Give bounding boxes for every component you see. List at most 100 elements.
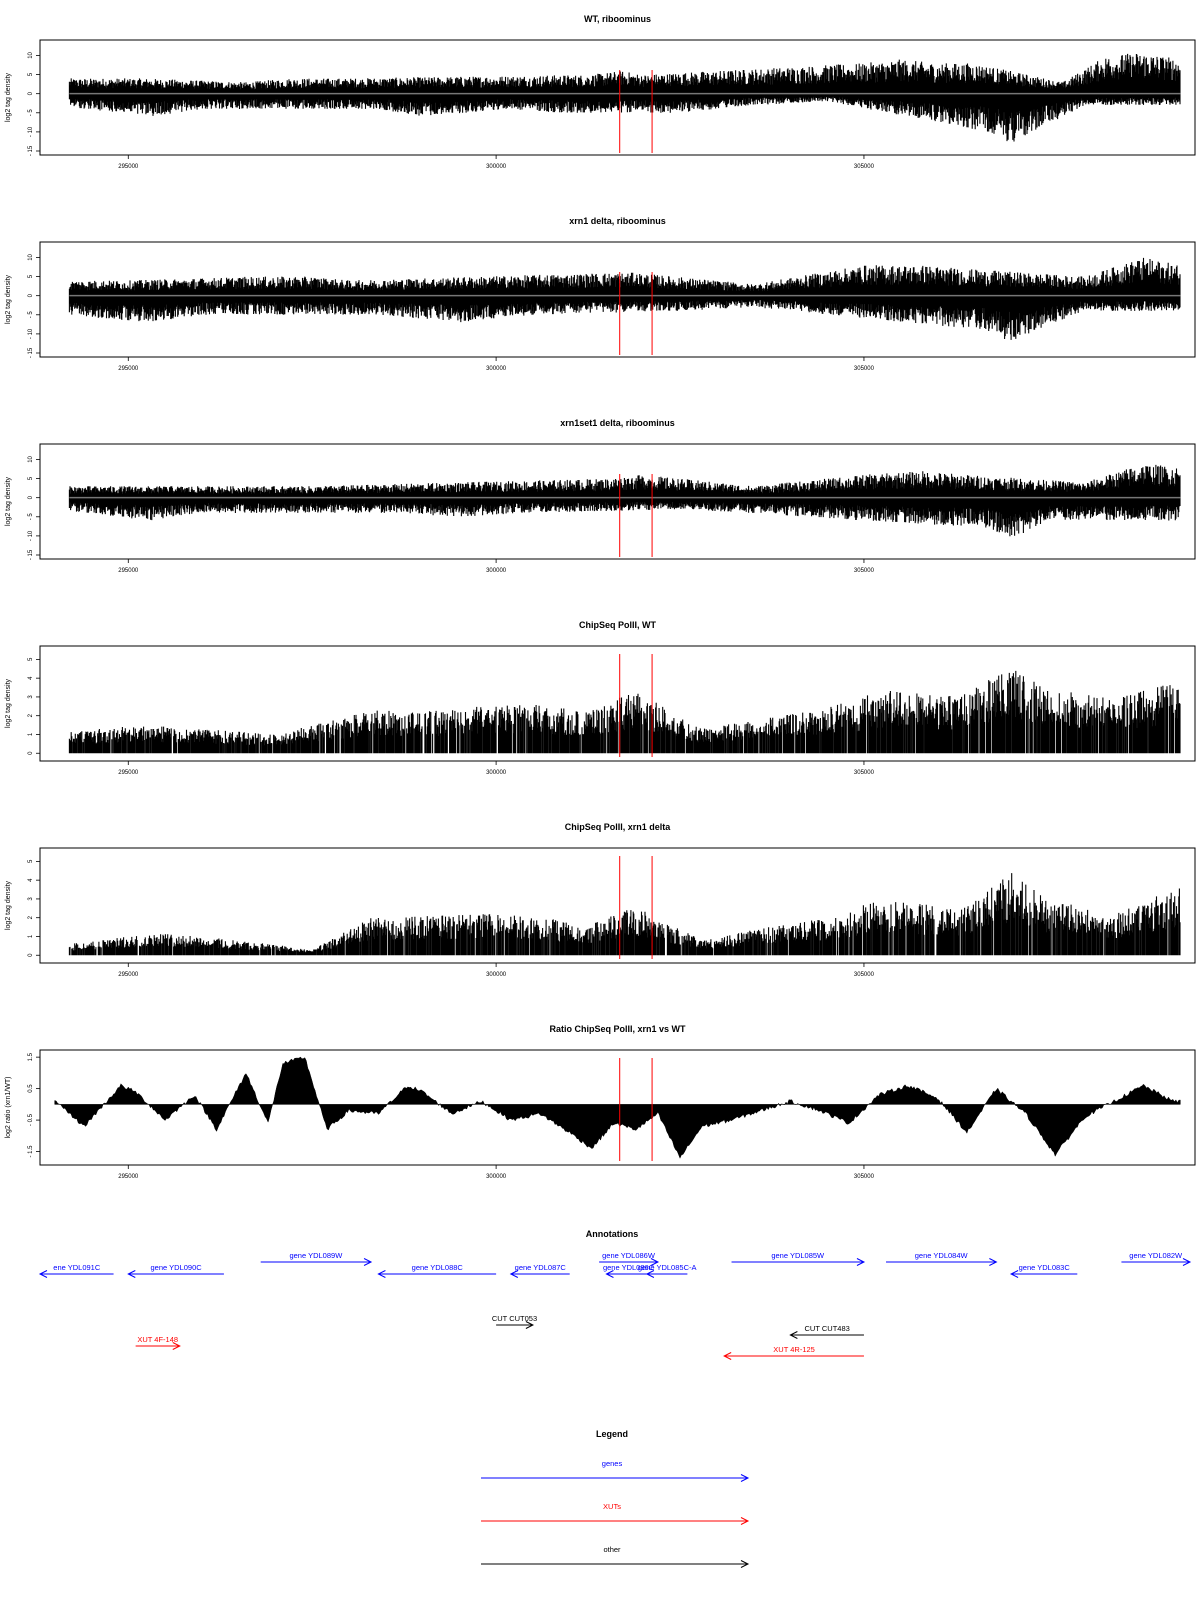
plot-frame <box>39 39 1196 156</box>
y-axis-label: log2 tag density <box>5 476 12 526</box>
feature-label: CUT CUT053 <box>492 1314 537 1323</box>
y-tick-label: - 5 <box>28 109 34 117</box>
data-marks <box>68 654 1181 757</box>
y-tick-label: 1 <box>28 934 34 938</box>
panel-title: WT, riboominus <box>584 14 651 24</box>
track-panel: ChipSeq PolII, WT log2 tag density 5 4 3 2 1 0 2… <box>5 620 1196 776</box>
feature-label: gene YDL088C <box>412 1263 464 1272</box>
y-tick-label: 5 <box>28 274 34 278</box>
annotation-feature: CUT CUT053 <box>492 1314 537 1329</box>
feature-label: gene YDL086C <box>603 1263 655 1272</box>
x-tick-label: 300000 <box>486 366 507 372</box>
y-tick-label: 1 <box>28 732 34 736</box>
arrow-head <box>1182 1258 1192 1266</box>
y-axis-label: log2 ratio (xrn1/WT) <box>5 1077 12 1139</box>
y-tick-label: 10 <box>28 253 34 260</box>
x-tick-label: 300000 <box>486 568 507 574</box>
y-axis-label: log2 tag density <box>5 880 12 930</box>
panel-title: Ratio ChipSeq PolII, xrn1 vs WT <box>549 1024 686 1034</box>
panel-title: xrn1 delta, riboominus <box>569 216 666 226</box>
panel-title: ChipSeq PolII, xrn1 delta <box>565 822 672 832</box>
y-tick-label: - 0.5 <box>28 1113 34 1126</box>
arrow-head <box>856 1258 866 1266</box>
annotation-feature: CUT CUT483 <box>789 1324 864 1339</box>
density-bars <box>68 464 1181 498</box>
arrow-head <box>789 1331 798 1339</box>
density-bars <box>68 93 1181 142</box>
y-tick-label: 0.5 <box>28 1084 34 1093</box>
arrow-head <box>605 1270 614 1278</box>
y-tick-label: 3 <box>28 695 34 699</box>
track-panel: ChipSeq PolII, xrn1 delta log2 tag densit… <box>5 822 1196 978</box>
plot-frame <box>39 443 1196 560</box>
x-tick-label: 305000 <box>854 568 875 574</box>
arrow-head <box>363 1258 373 1266</box>
track-panel: WT, riboominus log2 tag density 10 5 0 - 5 - 1… <box>5 14 1196 170</box>
x-tick-label: 295000 <box>118 1174 139 1180</box>
arrow-head <box>740 1517 750 1525</box>
annotation-feature: gene YDL087C <box>509 1263 570 1278</box>
x-tick-label: 305000 <box>854 1174 875 1180</box>
annotation-feature: gene YDL086W <box>599 1251 660 1266</box>
feature-label: gene YDL083C <box>1019 1263 1071 1272</box>
plot-frame <box>39 1049 1196 1166</box>
track-panel: Ratio ChipSeq PolII, xrn1 vs WT log2 rati… <box>5 1024 1196 1180</box>
y-tick-label: 4 <box>28 676 34 680</box>
y-tick-label: 0 <box>28 751 34 755</box>
annotation-feature: gene YDL085C-A <box>638 1263 696 1278</box>
arrow-head <box>645 1270 655 1278</box>
feature-label: CUT CUT483 <box>805 1324 850 1333</box>
y-axis-label: log2 tag density <box>5 678 12 728</box>
x-tick-label: 295000 <box>118 568 139 574</box>
arrow-head <box>38 1270 48 1278</box>
feature-label: ene YDL091C <box>53 1263 101 1272</box>
x-tick-label: 295000 <box>118 164 139 170</box>
feature-label: gene YDL086W <box>602 1251 656 1260</box>
track-panel: xrn1 delta, riboominus log2 tag density 10… <box>5 216 1196 372</box>
y-tick-label: - 10 <box>28 328 34 339</box>
arrow-head <box>740 1474 750 1482</box>
legend-entry: genes <box>481 1459 750 1482</box>
arrow-head <box>989 1258 998 1266</box>
arrow-head <box>127 1270 136 1278</box>
feature-label: gene YDL082W <box>1129 1251 1183 1260</box>
arrow-head <box>525 1321 535 1329</box>
arrow-head <box>509 1270 519 1278</box>
arrow-head <box>377 1270 386 1278</box>
y-tick-label: 10 <box>28 51 34 58</box>
x-tick-label: 295000 <box>118 972 139 978</box>
panel-title: xrn1set1 delta, riboominus <box>560 418 675 428</box>
y-tick-label: - 15 <box>28 549 34 560</box>
data-marks <box>68 53 1181 153</box>
feature-label: gene YDL089W <box>289 1251 343 1260</box>
feature-label: XUT 4F-148 <box>137 1335 178 1344</box>
legend-label: other <box>603 1545 621 1554</box>
data-marks <box>54 1056 1181 1161</box>
density-bars <box>68 873 1181 956</box>
annotation-feature: gene YDL088C <box>377 1263 497 1278</box>
x-tick-label: 305000 <box>854 972 875 978</box>
legend-entry: XUTs <box>481 1502 750 1525</box>
x-tick-label: 305000 <box>854 366 875 372</box>
y-tick-label: 0 <box>28 495 34 499</box>
y-tick-label: 0 <box>28 91 34 95</box>
annotation-feature: gene YDL090C <box>127 1263 224 1278</box>
density-bars <box>68 670 1181 754</box>
annotation-feature: gene YDL089W <box>260 1251 373 1266</box>
x-tick-label: 295000 <box>118 366 139 372</box>
y-tick-label: 3 <box>28 897 34 901</box>
annotation-feature: gene YDL083C <box>1009 1263 1078 1278</box>
data-marks <box>68 856 1181 959</box>
plot-frame <box>39 241 1196 358</box>
plot-frame <box>39 847 1196 964</box>
annotation-feature: gene YDL082W <box>1121 1251 1192 1266</box>
y-tick-label: 4 <box>28 878 34 882</box>
annotation-feature: gene YDL086C <box>603 1263 655 1278</box>
x-tick-label: 300000 <box>486 770 507 776</box>
y-tick-label: 5 <box>28 72 34 76</box>
panel-title: ChipSeq PolII, WT <box>579 620 656 630</box>
data-marks <box>68 464 1181 557</box>
y-tick-label: 2 <box>28 713 34 717</box>
